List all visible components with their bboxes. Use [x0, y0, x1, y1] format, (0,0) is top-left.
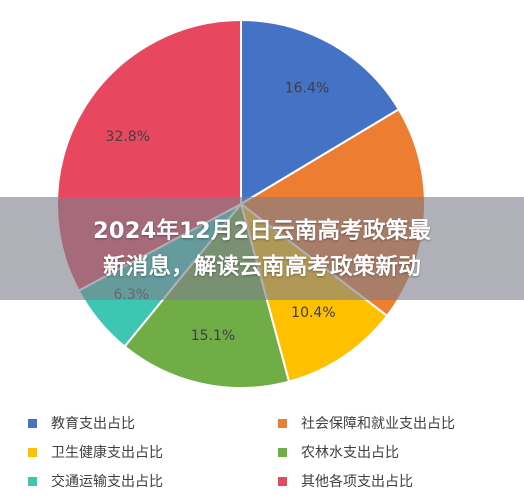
legend-swatch	[28, 447, 37, 457]
legend-label: 教育支出占比	[51, 416, 135, 432]
legend-swatch	[28, 418, 37, 428]
legend-swatch	[278, 447, 287, 457]
headline-line-2: 新消息，解读云南高考政策新动	[103, 253, 421, 280]
headline-line-1: 2024年12月2日云南高考政策最	[93, 217, 431, 244]
legend-item-education: 教育支出占比	[28, 412, 278, 434]
legend-item-health: 卫生健康支出占比	[28, 441, 278, 463]
legend-swatch	[28, 476, 37, 486]
data-label-health: 10.4%	[291, 305, 335, 321]
pie-slice-education	[240, 18, 401, 206]
legend-item-agriculture: 农林水支出占比	[278, 441, 508, 463]
legend-label: 农林水支出占比	[301, 445, 399, 461]
data-label-other: 32.8%	[106, 129, 150, 145]
data-label-education: 16.4%	[285, 80, 329, 96]
legend-item-other: 其他各项支出占比	[278, 470, 508, 492]
data-label-agriculture: 15.1%	[191, 328, 235, 344]
headline-overlay: 2024年12月2日云南高考政策最 新消息，解读云南高考政策新动	[0, 197, 524, 300]
legend-label: 卫生健康支出占比	[51, 445, 163, 461]
chart-legend: 教育支出占比 社会保障和就业支出占比 卫生健康支出占比 农林水支出占比 交通运输…	[28, 412, 508, 492]
legend-item-transport: 交通运输支出占比	[28, 470, 278, 492]
legend-swatch	[278, 476, 287, 486]
legend-label: 社会保障和就业支出占比	[301, 416, 455, 432]
legend-swatch	[278, 418, 287, 428]
legend-label: 其他各项支出占比	[301, 474, 413, 490]
legend-label: 交通运输支出占比	[51, 474, 163, 490]
legend-item-social-security: 社会保障和就业支出占比	[278, 412, 508, 434]
